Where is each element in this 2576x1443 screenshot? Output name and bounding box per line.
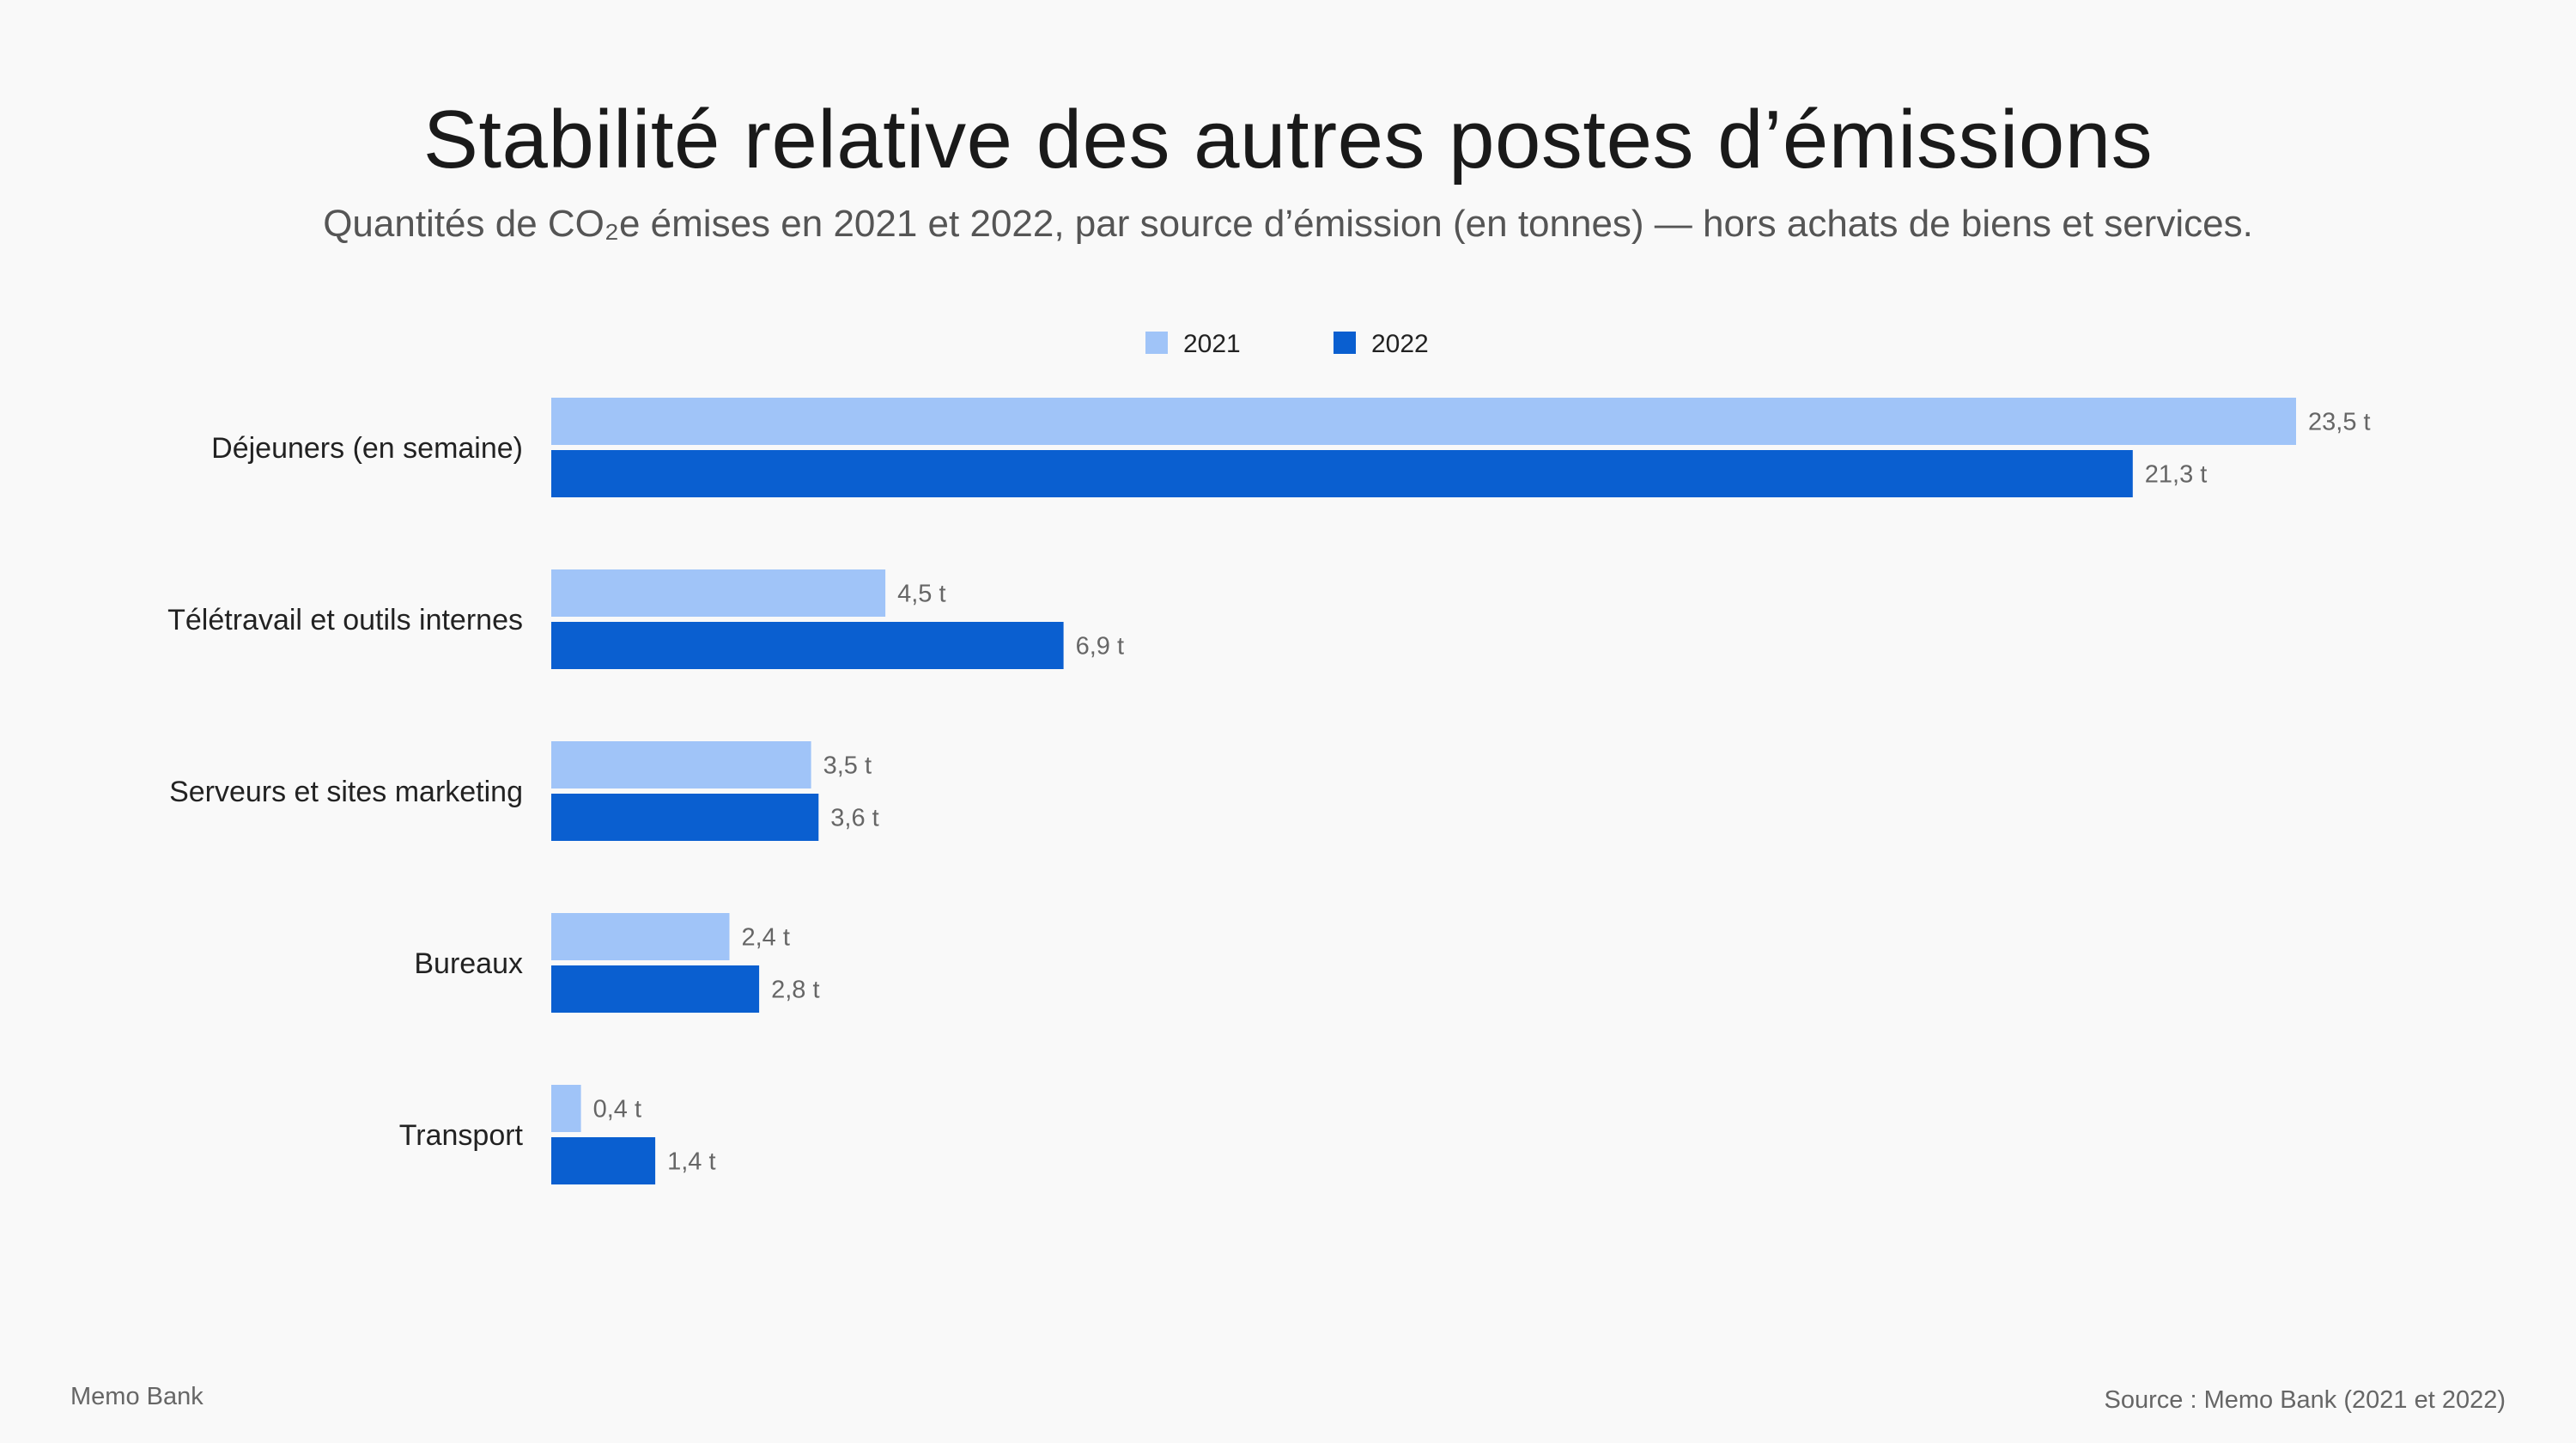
value-label-2022: 21,3 t [2145,461,2208,489]
value-label-2021: 3,5 t [823,752,872,780]
value-label-2021: 4,5 t [897,581,945,608]
bar-2021 [551,1085,581,1132]
footer-brand: Memo Bank [70,1383,204,1410]
footer-source: Source : Memo Bank (2021 et 2022) [2104,1386,2506,1414]
category-label: Bureaux [414,947,523,980]
legend-label-2022: 2022 [1371,330,1429,358]
value-label-2021: 2,4 t [742,924,790,952]
value-labels: 23,5 t 21,3 t 4,5 t 6,9 t 3,5 t 3,6 t 2,4 t 2,8… [593,409,2371,1176]
value-label-2022: 6,9 t [1076,633,1124,661]
bar-2021 [551,913,730,960]
legend: 2021 2022 [1145,330,1429,358]
bar-2021 [551,741,811,788]
bar-2022 [551,450,2133,497]
chart-title: Stabilité relative des autres postes d’é… [422,94,2154,186]
value-label-2022: 1,4 t [667,1148,715,1176]
chart-subtitle: Quantités de CO₂e émises en 2021 et 2022… [323,203,2253,245]
value-label-2021: 0,4 t [593,1096,641,1123]
bar-2022 [551,622,1064,669]
category-label: Transport [399,1119,524,1152]
bar-2021 [551,569,886,617]
value-label-2022: 3,6 t [830,805,878,832]
legend-swatch-2021 [1145,332,1168,354]
bar-2022 [551,1137,656,1184]
category-label: Déjeuners (en semaine) [211,432,523,465]
category-labels: Déjeuners (en semaine) Télétravail et out… [167,432,523,1152]
value-label-2021: 23,5 t [2308,409,2371,436]
category-label: Serveurs et sites marketing [169,776,523,808]
bars [551,398,2296,1184]
legend-swatch-2022 [1334,332,1356,354]
bar-2022 [551,794,819,841]
category-label: Télétravail et outils internes [167,604,523,636]
bar-2021 [551,398,2296,445]
legend-label-2021: 2021 [1183,330,1241,358]
value-label-2022: 2,8 t [771,977,819,1004]
bar-2022 [551,965,760,1013]
